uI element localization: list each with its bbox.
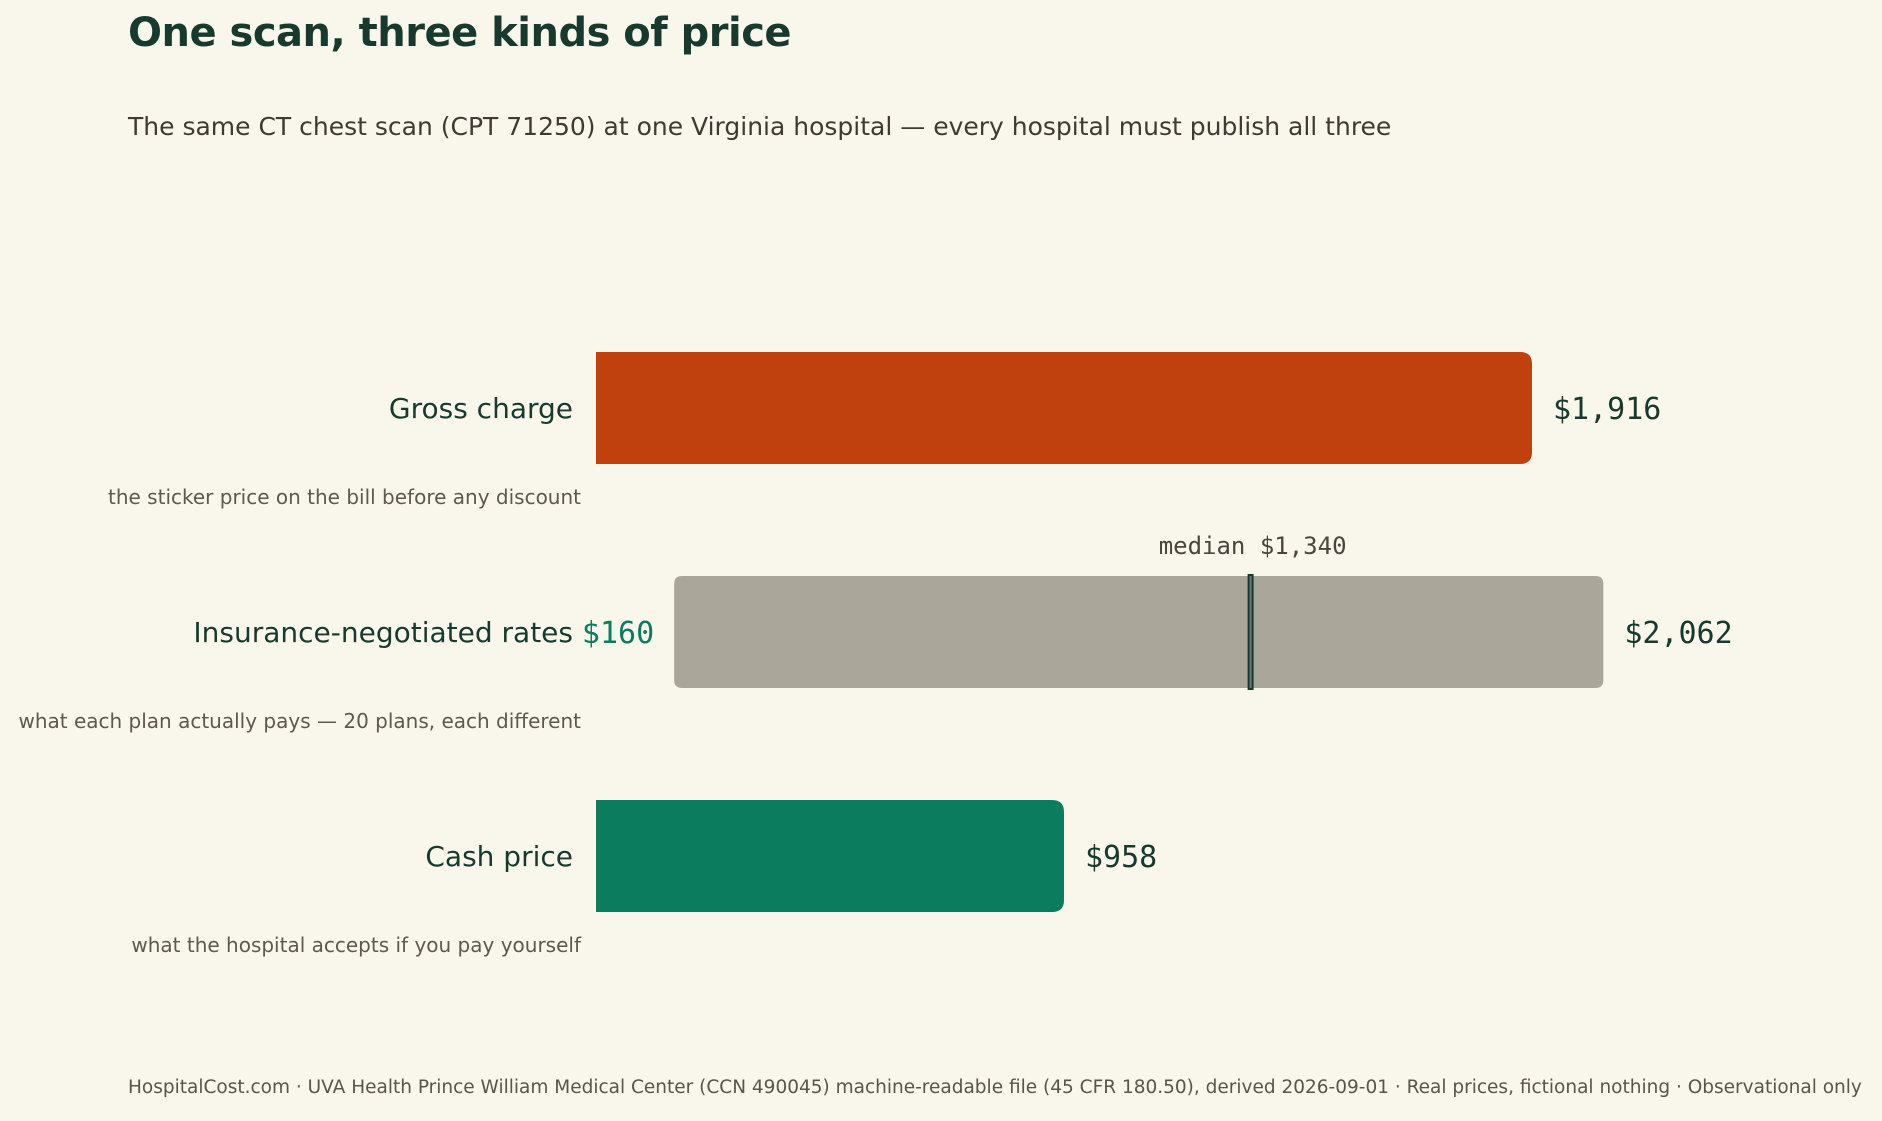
median-marker-highlight	[1249, 576, 1252, 688]
value-label-min: $160	[582, 616, 654, 651]
bar-gross	[596, 352, 1532, 464]
category-sublabel-negotiated: what each plan actually pays — 20 plans,…	[18, 709, 581, 733]
value-label-max: $2,062	[1624, 616, 1732, 651]
category-label-negotiated: Insurance-negotiated rates	[193, 616, 573, 649]
value-label-cash: $958	[1085, 840, 1157, 875]
source-footer: HospitalCost.com · UVA Health Prince Wil…	[128, 1077, 1862, 1098]
category-label-cash: Cash price	[425, 840, 573, 873]
category-label-gross: Gross charge	[389, 392, 573, 425]
category-sublabel-cash: what the hospital accepts if you pay you…	[131, 933, 582, 957]
median-marker	[1247, 574, 1254, 690]
median-label: median $1,340	[1159, 532, 1347, 560]
bar-cash	[596, 800, 1064, 912]
chart-title: One scan, three kinds of price	[128, 10, 792, 56]
bar-negotiated-range	[674, 576, 1604, 688]
category-sublabel-gross: the sticker price on the bill before any…	[108, 485, 581, 509]
value-label-gross: $1,916	[1553, 392, 1661, 427]
chart-subtitle: The same CT chest scan (CPT 71250) at on…	[128, 112, 1392, 141]
